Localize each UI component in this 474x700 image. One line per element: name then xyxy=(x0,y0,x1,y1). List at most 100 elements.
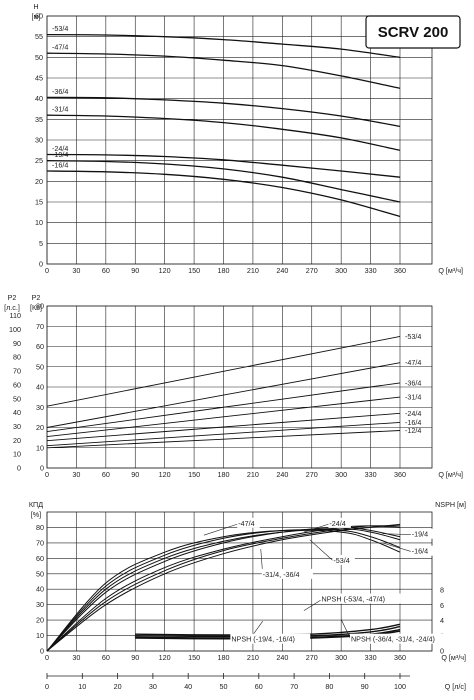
power-y-tick-hp: 50 xyxy=(13,394,21,403)
power-x-tick: 330 xyxy=(365,470,377,479)
eff-y-tick: 50 xyxy=(36,569,44,578)
head-series-label: -19/4 xyxy=(52,150,68,159)
power-y-tick-kw: 60 xyxy=(36,342,44,351)
eff-x-tick: 150 xyxy=(188,653,200,662)
power-grid xyxy=(46,305,432,469)
power-y-tick-kw: 80 xyxy=(36,302,44,311)
power-x-tick: 150 xyxy=(188,470,200,479)
eff-label-bg xyxy=(328,517,351,528)
eff-x-tick: 330 xyxy=(365,653,377,662)
eff-y-tick: 0 xyxy=(40,647,44,656)
power-series-label: -12/4 xyxy=(405,426,421,435)
eff-y-tick: 70 xyxy=(36,538,44,547)
power-x-label: Q [м³/ч] xyxy=(438,470,463,479)
power-series-label: -31/4 xyxy=(405,393,421,402)
power-x-tick: 210 xyxy=(247,470,259,479)
chart-title: SCRV 200 xyxy=(378,24,449,41)
eff-label-bg xyxy=(332,554,355,565)
eff-label-bg xyxy=(230,633,311,644)
head-y-tick: 40 xyxy=(35,94,43,103)
power-y-tick-kw: 40 xyxy=(36,383,44,392)
power-curve xyxy=(46,335,401,407)
eff-x2-tick: 50 xyxy=(220,682,228,691)
eff-y-tick: 30 xyxy=(36,600,44,609)
npsh-unit: NSPH [м] xyxy=(435,500,466,509)
eff-label-leader xyxy=(382,533,412,536)
power-y-tick-kw: 0 xyxy=(40,464,44,473)
head-x-tick: 300 xyxy=(335,266,347,275)
eff-series-label: -16/4 xyxy=(412,547,428,556)
eff-x2-tick: 20 xyxy=(114,682,122,691)
eff-x2-tick: 0 xyxy=(45,682,49,691)
power-y-tick-hp: 30 xyxy=(13,422,21,431)
head-y-tick: 60 xyxy=(35,12,43,21)
head-series-label: -47/4 xyxy=(52,43,68,52)
eff-label-bg xyxy=(261,568,313,579)
power-y-tick-kw: 20 xyxy=(36,423,44,432)
power-x-tick: 360 xyxy=(394,470,406,479)
power-x-tick: 30 xyxy=(72,470,80,479)
eff-x-tick: 0 xyxy=(45,653,49,662)
power-y-tick-kw: 30 xyxy=(36,403,44,412)
head-series-label: -31/4 xyxy=(52,105,68,114)
eff-y-tick: 20 xyxy=(36,616,44,625)
power-y-tick-kw: 10 xyxy=(36,443,44,452)
eff-x-tick: 90 xyxy=(131,653,139,662)
power-kw-unit-top: P2 xyxy=(32,293,41,302)
eff-series-label: NPSH (-53/4, -47/4) xyxy=(322,595,386,604)
power-y-tick-hp: 20 xyxy=(13,436,21,445)
eff-x-tick: 360 xyxy=(394,653,406,662)
eff-frame xyxy=(46,511,433,652)
eff-x-tick: 60 xyxy=(102,653,110,662)
head-curve xyxy=(46,114,401,151)
head-x-tick: 30 xyxy=(72,266,80,275)
head-series-label: -16/4 xyxy=(52,161,68,170)
head-y-tick: 30 xyxy=(35,136,43,145)
head-x-tick: 150 xyxy=(188,266,200,275)
power-hp-unit-top: P2 xyxy=(8,293,17,302)
power-x-tick: 120 xyxy=(159,470,171,479)
eff-label-bg xyxy=(237,517,260,528)
eff-y-tick: 60 xyxy=(36,554,44,563)
eff-x2-tick: 40 xyxy=(184,682,192,691)
power-y-tick-hp: 40 xyxy=(13,408,21,417)
npsh-y-tick: 6 xyxy=(440,601,444,610)
head-x-tick: 60 xyxy=(102,266,110,275)
power-chart: 0 30 60 90 120 150 180 210 240 270 300 330 360010203… xyxy=(4,293,463,479)
eff-y-tick: 10 xyxy=(36,631,44,640)
power-y-tick-hp: 60 xyxy=(13,380,21,389)
eff-x2-tick: 80 xyxy=(325,682,333,691)
power-curve xyxy=(46,396,401,438)
power-curve xyxy=(46,421,401,447)
head-series-label: -24/4 xyxy=(52,144,68,153)
head-y-tick: 35 xyxy=(35,115,43,124)
head-x-tick: 120 xyxy=(159,266,171,275)
power-y-tick-kw: 70 xyxy=(36,322,44,331)
head-y-tick: 55 xyxy=(35,32,43,41)
power-series-label: -53/4 xyxy=(405,332,421,341)
npsh-y-tick: 0 xyxy=(440,647,444,656)
eff-series-label: -47/4 xyxy=(238,519,254,528)
eff-label-leader xyxy=(303,599,322,611)
efficiency-curve xyxy=(46,529,401,652)
head-y-tick: 45 xyxy=(35,74,43,83)
head-y-unit-top: H xyxy=(33,2,38,11)
power-curve xyxy=(46,362,401,428)
eff-label-bg xyxy=(320,593,401,604)
eff-x-tick: 240 xyxy=(276,653,288,662)
eff-x-label: Q [м³/ч] xyxy=(441,653,466,662)
efficiency-curve xyxy=(46,523,401,652)
head-x-tick: 360 xyxy=(394,266,406,275)
head-x-tick: 180 xyxy=(218,266,230,275)
eff-x-tick: 120 xyxy=(159,653,171,662)
head-curve xyxy=(46,33,401,58)
power-y-tick-hp: 80 xyxy=(13,353,21,362)
head-frame xyxy=(46,15,433,265)
eff-x-tick: 30 xyxy=(72,653,80,662)
power-hp-unit-bottom: [л.с.] xyxy=(4,303,20,312)
eff-series-label: NPSH (-36/4, -31/4, -24/4) xyxy=(351,635,435,644)
eff-unit-top: КПД xyxy=(29,500,43,509)
eff-series-label: NPSH (-19/4, -16/4) xyxy=(231,635,295,644)
eff-x2-label: Q [л/с] xyxy=(445,682,466,691)
